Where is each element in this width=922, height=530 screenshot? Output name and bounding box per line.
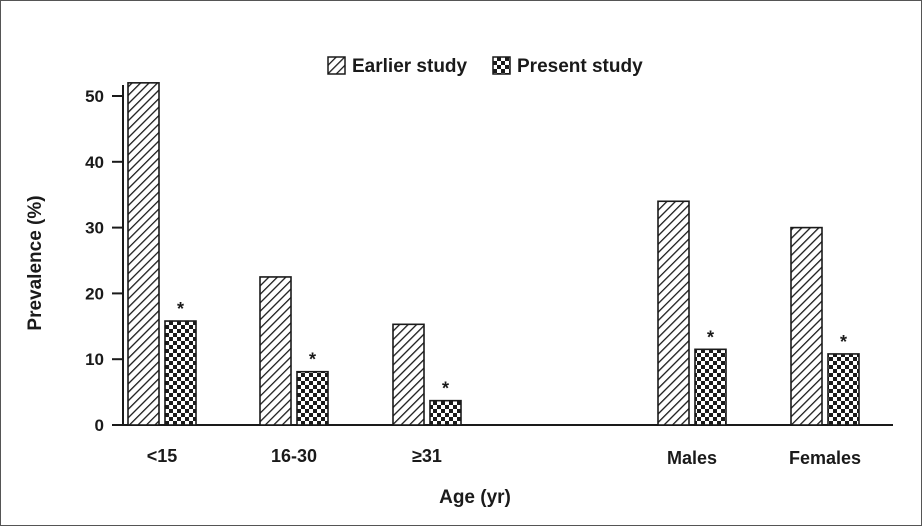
legend-swatch-earlier-study xyxy=(327,56,346,75)
bar-earlier-study xyxy=(259,276,292,426)
significance-star: * xyxy=(840,332,847,352)
bar-present-study xyxy=(296,370,329,426)
significance-markers: * * * * * xyxy=(177,299,847,399)
bars-group xyxy=(127,82,860,426)
y-tick-label: 0 xyxy=(95,416,104,435)
significance-star: * xyxy=(309,350,316,370)
bar-present-study xyxy=(429,399,462,426)
legend: Earlier study Present study xyxy=(327,56,643,77)
x-category-label: <15 xyxy=(147,446,178,466)
bar-present-study xyxy=(694,348,727,426)
y-tick-label: 30 xyxy=(85,219,104,238)
y-tick-label: 40 xyxy=(85,153,104,172)
bar-earlier-study xyxy=(392,323,425,426)
bar-earlier-study xyxy=(657,200,690,426)
legend-label-earlier-study: Earlier study xyxy=(352,56,468,77)
bar-present-study xyxy=(164,320,197,426)
x-category-label: Males xyxy=(667,448,717,468)
legend-label-present-study: Present study xyxy=(517,56,643,77)
legend-swatch-present-study xyxy=(492,56,511,75)
y-axis-title: Prevalence (%) xyxy=(25,195,46,330)
y-axis-ticks: 0 10 20 30 40 50 xyxy=(85,87,123,435)
bar-present-study xyxy=(827,353,860,426)
significance-star: * xyxy=(707,327,714,347)
x-category-label: ≥31 xyxy=(412,446,442,466)
x-category-label: Females xyxy=(789,448,861,468)
bar-earlier-study xyxy=(790,226,823,426)
y-tick-label: 10 xyxy=(85,350,104,369)
x-axis-title: Age (yr) xyxy=(439,487,511,508)
y-tick-label: 50 xyxy=(85,87,104,106)
bar-earlier-study xyxy=(127,82,160,426)
x-category-label: 16-30 xyxy=(271,446,317,466)
x-axis-category-labels: <15 16-30 ≥31 Males Females xyxy=(147,446,861,468)
significance-star: * xyxy=(177,299,184,319)
y-tick-label: 20 xyxy=(85,284,104,303)
significance-star: * xyxy=(442,379,449,399)
